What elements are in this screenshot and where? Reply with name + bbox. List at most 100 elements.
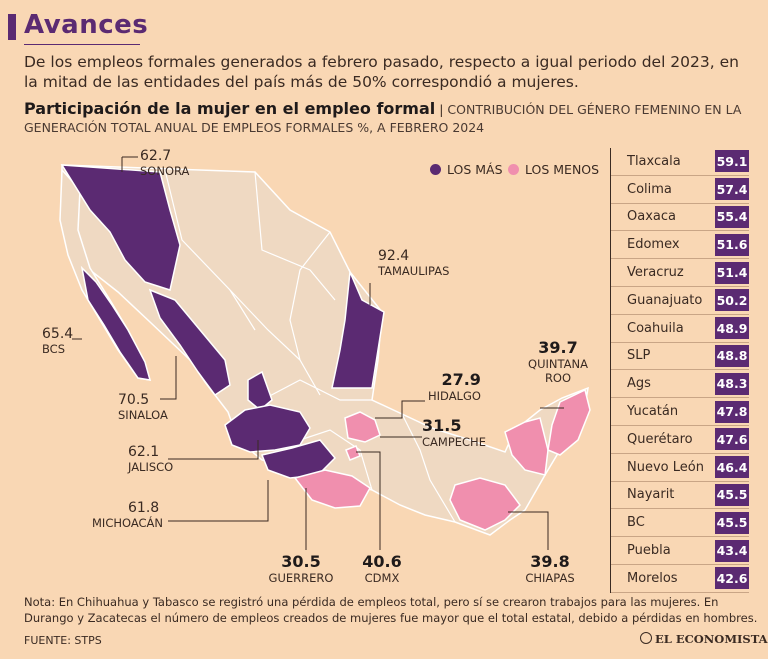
section-header: Participación de la mujer en el empleo f… xyxy=(24,100,754,137)
nayarit-jalisco-region xyxy=(247,370,273,411)
ranking-row: Nuevo León 46.4 xyxy=(611,454,749,482)
label-michoacan-name: MICHOACÁN xyxy=(92,516,164,530)
hidalgo-region xyxy=(344,411,381,443)
label-cdmx: 40.6 CDMX xyxy=(356,552,408,585)
cdmx-region xyxy=(345,445,361,461)
label-chiapas-value: 39.8 xyxy=(530,552,570,571)
label-sinaloa: 70.5 SINALOA xyxy=(118,392,168,422)
label-campeche: 31.5 CAMPECHE xyxy=(422,416,486,449)
label-hidalgo-value: 27.9 xyxy=(441,370,481,389)
footnote: Nota: En Chihuahua y Tabasco se registró… xyxy=(24,595,758,625)
ranking-row: Coahuila 48.9 xyxy=(611,315,749,343)
ranking-row: Guanajuato 50.2 xyxy=(611,287,749,315)
ranking-row: Puebla 43.4 xyxy=(611,537,749,565)
legend-least: LOS MENOS xyxy=(508,162,599,177)
label-michoacan: 61.8 MICHOACÁN xyxy=(92,500,163,530)
ranking-state-name: Oaxaca xyxy=(627,209,676,225)
ranking-value-badge: 50.2 xyxy=(715,289,749,312)
logo-text: EL ECONOMISTA xyxy=(655,632,768,646)
ranking-row: Edomex 51.6 xyxy=(611,231,749,260)
chiapas-region xyxy=(449,477,521,531)
ranking-value-badge: 59.1 xyxy=(715,150,749,173)
ranking-row: Querétaro 47.6 xyxy=(611,426,749,454)
ranking-value-badge: 51.4 xyxy=(715,261,749,284)
ranking-state-name: Edomex xyxy=(627,237,680,253)
label-tamaulipas-value: 92.4 xyxy=(378,248,410,264)
label-tamaulipas-name: TAMAULIPAS xyxy=(378,264,450,278)
ranking-state-name: Nuevo León xyxy=(627,459,704,475)
ranking-value-badge: 45.5 xyxy=(715,511,749,534)
ranking-state-name: Veracruz xyxy=(627,265,684,281)
label-bcs: 65.4 BCS xyxy=(42,326,73,356)
label-jalisco: 62.1 JALISCO xyxy=(128,444,173,474)
label-chiapas: 39.8 CHIAPAS xyxy=(520,552,580,585)
label-cdmx-value: 40.6 xyxy=(362,552,402,571)
title-accent-bar xyxy=(8,14,16,40)
label-bcs-name: BCS xyxy=(42,342,66,356)
section-title: Participación de la mujer en el empleo f… xyxy=(24,99,436,118)
ranking-state-name: BC xyxy=(627,515,645,531)
campeche-region xyxy=(504,417,549,476)
label-sinaloa-value: 70.5 xyxy=(118,392,150,408)
ranking-row: SLP 48.8 xyxy=(611,343,749,371)
label-sonora-value: 62.7 xyxy=(140,148,172,164)
ranking-row: BC 45.5 xyxy=(611,509,749,538)
ranking-row: Yucatán 47.8 xyxy=(611,398,749,426)
label-guerrero-value: 30.5 xyxy=(281,552,321,571)
section-separator: | xyxy=(439,102,448,117)
label-hidalgo: 27.9 HIDALGO xyxy=(428,370,481,403)
label-guerrero: 30.5 GUERRERO xyxy=(266,552,336,585)
ranking-state-name: Yucatán xyxy=(627,404,679,420)
ranking-row: Ags 48.3 xyxy=(611,370,749,399)
ranking-state-name: SLP xyxy=(627,348,651,364)
state-borders xyxy=(164,169,456,523)
legend-most-swatch xyxy=(430,164,441,175)
subtitle: De los empleos formales generados a febr… xyxy=(24,53,739,91)
source-label: FUENTE: STPS xyxy=(24,634,102,647)
ranking-state-name: Guanajuato xyxy=(627,292,703,308)
michoacan-region xyxy=(260,439,337,479)
ranking-value-badge: 48.9 xyxy=(715,317,749,340)
legend-most: LOS MÁS xyxy=(430,162,503,177)
label-jalisco-value: 62.1 xyxy=(128,444,160,460)
ranking-row: Nayarit 45.5 xyxy=(611,482,749,510)
jalisco-region xyxy=(224,404,311,453)
label-hidalgo-name: HIDALGO xyxy=(428,389,481,403)
label-michoacan-value: 61.8 xyxy=(128,500,160,516)
ranking-value-badge: 48.8 xyxy=(715,344,749,367)
label-bcs-value: 65.4 xyxy=(42,326,74,342)
ranking-row: Oaxaca 55.4 xyxy=(611,204,749,232)
sonora-region xyxy=(60,164,181,291)
page-title: Avances xyxy=(24,10,149,40)
tamaulipas-region xyxy=(331,269,385,389)
ranking-value-badge: 45.5 xyxy=(715,483,749,506)
ranking-value-badge: 42.6 xyxy=(715,567,749,590)
sinaloa-region xyxy=(148,288,231,397)
label-campeche-value: 31.5 xyxy=(422,416,462,435)
ranking-row: Veracruz 51.4 xyxy=(611,259,749,287)
title-underline xyxy=(24,44,140,45)
ranking-row: Colima 57.4 xyxy=(611,176,749,204)
ranking-state-name: Colima xyxy=(627,181,672,197)
ranking-value-badge: 55.4 xyxy=(715,205,749,228)
label-jalisco-name: JALISCO xyxy=(128,460,174,474)
label-cdmx-name: CDMX xyxy=(364,571,400,585)
ranking-value-badge: 57.4 xyxy=(715,178,749,201)
ranking-state-name: Ags xyxy=(627,376,651,392)
guerrero-region xyxy=(293,469,371,509)
label-sonora-name: SONORA xyxy=(140,164,190,178)
label-quintana-roo-name: QUINTANA ROO xyxy=(528,357,588,385)
quintana-roo-region xyxy=(547,388,591,456)
label-guerrero-name: GUERRERO xyxy=(268,571,334,585)
label-quintana-roo: 39.7 QUINTANA ROO xyxy=(528,338,588,385)
ranking-state-name: Coahuila xyxy=(627,320,684,336)
ranking-value-badge: 47.6 xyxy=(715,428,749,451)
label-sonora: 62.7 SONORA xyxy=(140,148,189,178)
ranking-row: Tlaxcala 59.1 xyxy=(611,148,749,176)
logo-mark-icon xyxy=(640,632,652,644)
ranking-state-name: Tlaxcala xyxy=(627,153,681,169)
label-chiapas-name: CHIAPAS xyxy=(525,571,575,585)
ranking-state-name: Puebla xyxy=(627,543,671,559)
ranking-state-name: Morelos xyxy=(627,570,678,586)
ranking-state-name: Querétaro xyxy=(627,431,693,447)
